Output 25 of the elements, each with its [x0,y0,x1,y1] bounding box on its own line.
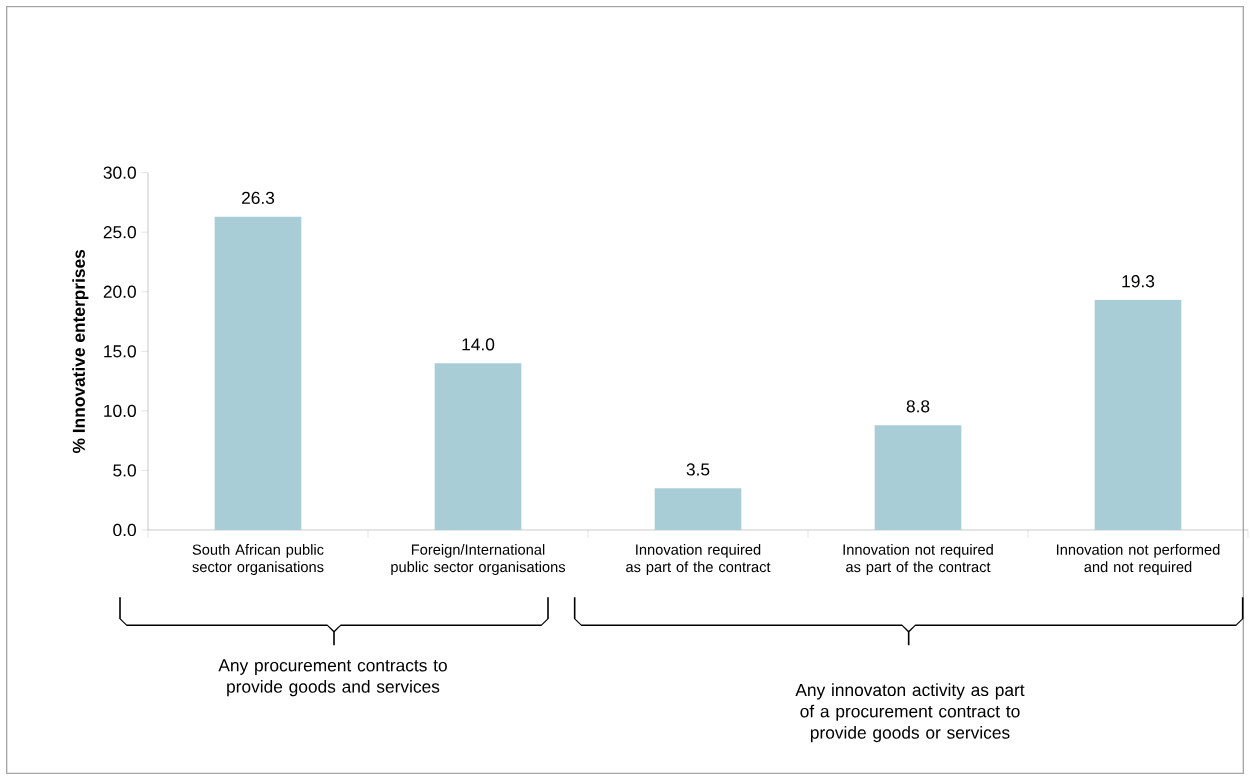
text: Any procurement contracts to provide goods and services [218,659,447,697]
data-label: 19.3 [1122,275,1155,288]
bar [1094,300,1182,530]
bar [874,425,962,530]
y-tick-label: 15.0 [104,345,136,358]
y-tick-label: 5.0 [113,464,136,477]
x-tick-label: Innovation not required as part of the contract [843,544,993,576]
data-label: 14.0 [462,338,495,351]
y-tick-label: 25.0 [103,226,136,239]
x-tick-label: South African public sector organisations [192,544,324,576]
data-label: 26.3 [242,191,275,205]
x-tick-label: Foreign/International public sector organisations [391,544,566,576]
x-tick-label: Innovation not performed and not required [1057,544,1220,576]
bar [214,216,302,530]
bar [434,363,522,530]
y-tick-label: 30.0 [103,166,136,179]
y-tick-label: 0.0 [113,523,136,537]
bar [654,488,742,530]
text: Any innovaton activity as part of a procurement contract to provide goods or services [795,683,1025,743]
data-label: 3.5 [686,463,710,476]
x-tick-label: Innovation required as part of the contract [626,544,771,576]
data-label: 8.8 [906,400,930,413]
y-tick-label: 20.0 [103,285,136,298]
y-axis-title: % Innovative enterprises [72,249,89,453]
y-tick-label: 10.0 [104,404,136,418]
